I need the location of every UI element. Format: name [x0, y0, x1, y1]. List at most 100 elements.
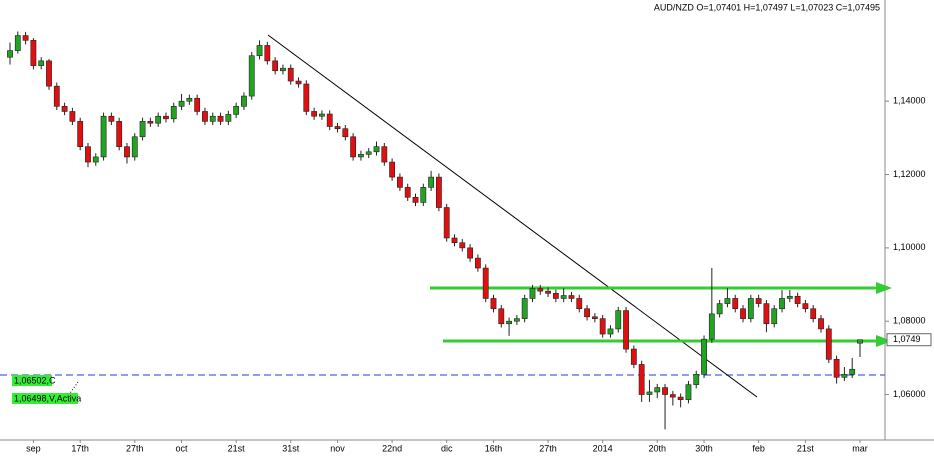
candle-body: [194, 97, 201, 112]
candle-body: [630, 348, 637, 365]
candle-body: [124, 146, 130, 158]
candle-body: [724, 298, 731, 304]
candle-body: [155, 115, 162, 124]
candle-body: [521, 298, 528, 319]
candle-body: [685, 384, 692, 400]
candle-body: [256, 45, 263, 57]
candle-body: [584, 308, 590, 318]
candle-body: [365, 151, 372, 155]
candle-body: [669, 394, 676, 398]
candle-body: [46, 60, 52, 87]
x-tick-label: 16th: [485, 443, 503, 453]
y-tick-label: 1,14000: [893, 96, 926, 106]
y-tick-label: 1,10000: [893, 242, 926, 252]
candle-body: [69, 111, 76, 122]
price-box: [886, 333, 932, 347]
x-tick-label: 31st: [282, 443, 300, 453]
x-tick-label: sep: [26, 443, 41, 453]
y-tick-label: 1,08000: [893, 316, 926, 326]
candle-body: [397, 176, 403, 188]
candle-body: [7, 50, 13, 58]
candle-body: [599, 318, 606, 335]
candle-body: [77, 121, 84, 147]
candle-body: [303, 83, 310, 112]
candle-body: [708, 313, 715, 340]
x-tick-label: dic: [441, 443, 453, 453]
candle-body: [529, 288, 536, 299]
x-tick-label: 20th: [648, 443, 666, 453]
candle-body: [170, 106, 177, 120]
support-arrow: [443, 335, 892, 347]
candle-body: [295, 80, 302, 85]
candle-body: [740, 308, 746, 319]
candle-body: [147, 121, 154, 124]
candle-body: [490, 298, 497, 310]
candle-body: [443, 207, 450, 239]
candle-body: [38, 60, 45, 66]
order-label: 1,06502,C: [14, 375, 56, 385]
candle-body: [771, 308, 778, 325]
x-tick-label: 21st: [797, 443, 815, 453]
candle-body: [319, 113, 325, 117]
candle-body: [280, 67, 286, 72]
candle-body: [451, 237, 458, 244]
candle-body: [802, 303, 809, 310]
candle-body: [30, 40, 37, 66]
order-box: [12, 393, 78, 404]
candle-body: [841, 374, 848, 378]
candle-body: [786, 295, 793, 299]
candle-body: [513, 318, 520, 322]
candle-body: [545, 290, 551, 294]
candle-body: [779, 298, 785, 310]
y-tick-label: 1,12000: [893, 169, 926, 179]
candle-body: [241, 95, 247, 107]
x-tick-label: 30th: [695, 443, 713, 453]
x-tick-label: 17th: [71, 443, 89, 453]
order-box: [12, 375, 52, 386]
candle-body: [428, 176, 435, 188]
candle-body: [389, 161, 396, 178]
candle-body: [701, 338, 707, 375]
candle-body: [615, 310, 622, 330]
candle-body: [334, 126, 341, 129]
candle-body: [623, 310, 629, 350]
candle-body: [818, 318, 824, 330]
candle-body: [662, 387, 668, 395]
x-tick-label: 2014: [593, 443, 613, 453]
candle-body: [217, 115, 224, 122]
candle-body: [85, 146, 91, 163]
candle-body: [833, 359, 840, 378]
candle-body: [209, 115, 216, 122]
candle-body: [178, 100, 185, 107]
candle-body: [272, 60, 279, 72]
candle-body: [591, 316, 598, 319]
candle-body: [225, 114, 232, 122]
candle-body: [654, 387, 661, 393]
price-label: 1,0749: [893, 334, 921, 344]
candle-body: [576, 298, 583, 310]
candle-body: [248, 55, 255, 97]
candle-body: [14, 35, 21, 51]
candle-body: [857, 339, 863, 344]
x-tick-label: 21st: [228, 443, 246, 453]
candle-body: [264, 45, 271, 62]
x-tick-label: 22nd: [382, 443, 402, 453]
order-label: 1,06498,V,Activa: [14, 393, 81, 403]
candle-body: [459, 242, 466, 249]
candle-body: [202, 111, 208, 122]
candle-body: [638, 364, 645, 395]
candle-body: [381, 146, 388, 163]
candle-body: [810, 308, 817, 319]
candle-body: [412, 196, 419, 203]
trend-line: [267, 34, 758, 398]
candle-body: [794, 295, 801, 304]
candle-body: [163, 115, 169, 120]
candle-body: [373, 146, 380, 153]
candle-body: [61, 106, 68, 112]
x-tick-label: feb: [752, 443, 765, 453]
candle-body: [825, 328, 832, 360]
candle-body: [233, 106, 240, 115]
candle-body: [763, 303, 770, 325]
candle-body: [482, 267, 489, 299]
